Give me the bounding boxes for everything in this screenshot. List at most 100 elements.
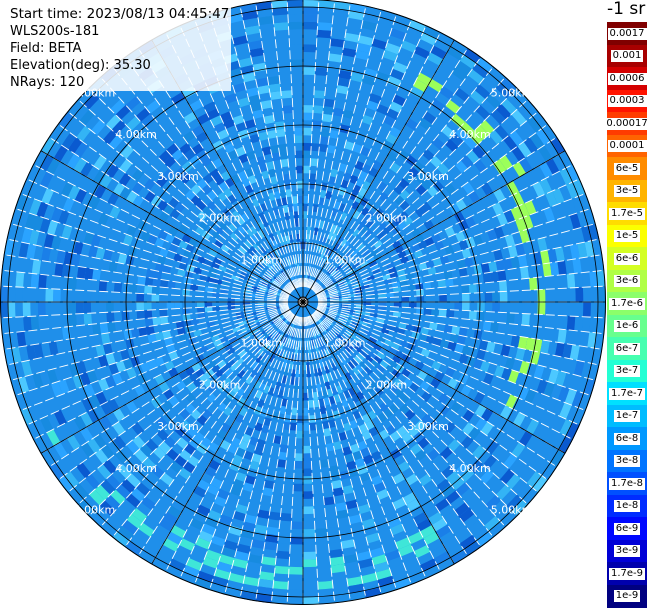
range-gate [193, 266, 203, 275]
range-gate [276, 174, 284, 184]
range-gate [495, 82, 512, 99]
range-gate [127, 245, 138, 257]
range-gate [552, 188, 565, 205]
range-gate [188, 372, 199, 383]
range-gate [454, 502, 470, 517]
range-gate [386, 108, 400, 120]
range-gate [150, 396, 162, 409]
range-gate [303, 559, 317, 568]
range-gate [271, 411, 280, 421]
range-gate [193, 511, 208, 524]
range-gate [112, 421, 126, 436]
range-gate [227, 298, 235, 302]
range-gate [191, 124, 205, 137]
range-gate [271, 338, 279, 347]
range-gate [416, 302, 425, 309]
range-gate [258, 163, 268, 173]
range-gate [252, 109, 264, 120]
range-gate [334, 417, 343, 427]
range-gate [414, 319, 423, 328]
range-gate [373, 240, 383, 249]
range-gate [319, 459, 330, 468]
range-gate [213, 339, 222, 347]
range-gate [154, 262, 164, 273]
range-gate [566, 422, 580, 440]
range-gate [511, 146, 526, 162]
range-gate [260, 268, 268, 276]
range-gate [99, 174, 113, 189]
range-gate [566, 273, 576, 289]
range-gate [399, 200, 410, 211]
range-gate [307, 331, 311, 340]
range-gate [254, 363, 262, 372]
range-gate [147, 333, 157, 344]
range-gate [309, 173, 317, 182]
range-gate [188, 437, 201, 450]
colorbar-segment: 1e-9 [607, 584, 647, 608]
range-gate [287, 589, 303, 598]
range-gate [537, 302, 546, 315]
range-gate [366, 256, 376, 265]
range-gate [199, 94, 214, 107]
range-gate [66, 153, 81, 170]
range-gate [482, 372, 494, 386]
range-gate [187, 455, 200, 468]
range-gate [529, 132, 545, 150]
range-gate [191, 205, 202, 217]
range-gate [512, 161, 526, 177]
range-gate [384, 42, 401, 55]
range-gate [295, 233, 300, 242]
range-gate [313, 285, 320, 292]
range-gate [485, 341, 496, 353]
range-gate [162, 168, 175, 181]
field-text: Field: BETA [10, 40, 232, 57]
range-gate [294, 460, 303, 469]
range-gate [60, 181, 74, 198]
range-gate [76, 125, 92, 142]
range-gate [347, 293, 356, 298]
range-gate [496, 212, 509, 226]
range-gate [261, 281, 270, 287]
range-gate [394, 245, 405, 254]
range-gate [359, 471, 371, 483]
range-gate [318, 236, 325, 245]
azimuth-line [302, 39, 455, 303]
colorbar-tick-label: 1.7e-5 [608, 207, 646, 220]
range-gate [342, 446, 353, 456]
range-gate [258, 383, 266, 392]
range-gate [381, 226, 392, 236]
range-gate [166, 531, 183, 545]
colorbar-tick-label: 3e-5 [613, 185, 641, 197]
range-gate [337, 315, 346, 321]
range-gate [480, 262, 490, 274]
range-gate [91, 119, 106, 136]
range-gate [414, 449, 427, 462]
colorbar-segment: 3e-8 [607, 449, 647, 473]
range-gate [132, 194, 145, 208]
range-gate [281, 429, 290, 438]
range-gate [324, 238, 331, 247]
range-gate [346, 288, 355, 293]
range-gate [510, 256, 520, 269]
range-gate [344, 141, 355, 151]
range-gate [268, 314, 276, 320]
range-gate [295, 150, 303, 159]
range-gate [183, 111, 197, 125]
range-gate [284, 383, 290, 392]
range-gate [206, 108, 220, 120]
range-gate [226, 359, 236, 368]
range-gate [237, 369, 246, 379]
range-gate [227, 443, 239, 455]
range-gate [303, 476, 313, 484]
range-gate [174, 455, 188, 468]
range-gate [334, 234, 341, 243]
range-gate [425, 335, 435, 345]
range-gate [529, 350, 541, 365]
range-gate [455, 60, 473, 76]
range-gate [303, 498, 314, 507]
range-gate [476, 311, 485, 321]
range-gate [405, 272, 415, 280]
range-gate [205, 549, 222, 562]
range-gate [537, 289, 546, 302]
range-gate [439, 86, 455, 100]
